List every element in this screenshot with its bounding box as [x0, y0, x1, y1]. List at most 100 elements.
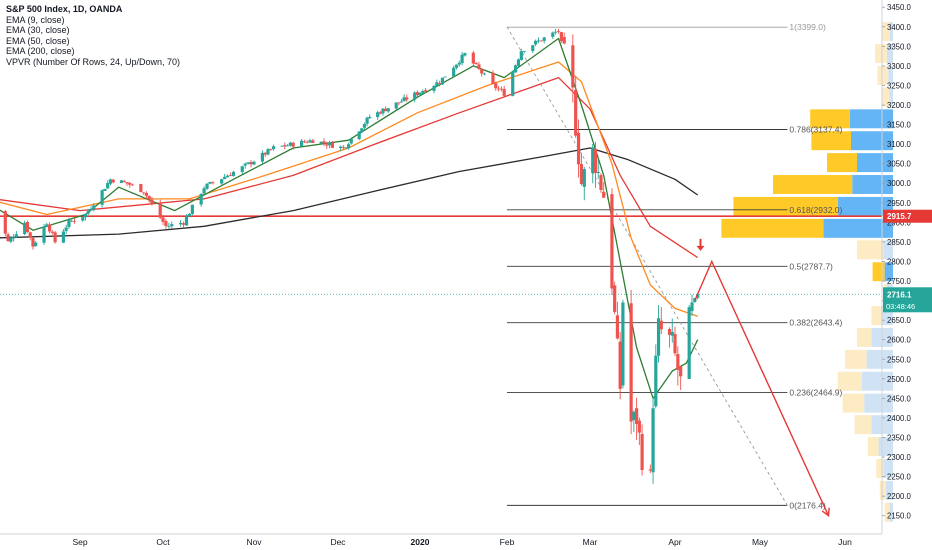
candle-body: [656, 318, 661, 356]
price-axis-tick-label: 2950.0: [887, 199, 912, 208]
price-axis-tick-label: 2400.0: [887, 414, 912, 423]
volume-profile-down-bar: [879, 480, 886, 500]
candle-body: [199, 193, 203, 205]
candle-body: [12, 237, 16, 239]
price-axis-tick-label: 2850.0: [887, 238, 912, 247]
indicator-ema200-label[interactable]: EMA (200, close): [6, 46, 75, 57]
candle-body: [70, 220, 74, 222]
candle-body: [494, 83, 498, 89]
indicator-ema9-label[interactable]: EMA (9, close): [6, 14, 65, 25]
candle-body: [266, 149, 270, 155]
candle-body: [522, 51, 526, 52]
volume-profile-down-bar: [810, 109, 850, 129]
time-axis-tick-label: May: [752, 537, 769, 547]
candle-body: [696, 294, 700, 298]
candle-body: [640, 433, 644, 471]
price-axis-tick-label: 2500.0: [887, 375, 912, 384]
projection-arrowhead: [821, 507, 830, 518]
volume-profile-up-bar: [823, 218, 893, 238]
candle-body: [6, 234, 10, 242]
candle-body: [415, 92, 419, 96]
price-axis-tick-label: 2300.0: [887, 453, 912, 462]
candle-body: [53, 232, 57, 243]
candle-body: [554, 31, 558, 33]
candle-body: [477, 64, 481, 69]
candle-body: [381, 108, 385, 114]
candle-body: [339, 146, 343, 149]
symbol-title[interactable]: S&P 500 Index, 1D, OANDA: [6, 4, 123, 14]
candle-body: [47, 224, 52, 232]
candle-body: [421, 91, 425, 94]
candle-body: [161, 217, 165, 222]
candle-body: [443, 76, 447, 78]
time-axis-tick-label: Nov: [246, 537, 262, 547]
price-axis-tick-label: 2650.0: [887, 316, 912, 325]
price-axis-tick-label: 3300.0: [887, 62, 912, 71]
candle-body: [25, 222, 30, 232]
volume-profile-up-bar: [864, 393, 893, 413]
candle-body: [360, 128, 364, 132]
volume-profile-down-bar: [877, 65, 889, 85]
fib-level-label: 0.5(2787.7): [789, 261, 833, 271]
candle-body: [679, 366, 683, 377]
candle-body: [3, 211, 7, 234]
dashed-trendline: [506, 26, 788, 506]
candle-body: [531, 45, 535, 52]
volume-profile-down-bar: [867, 437, 879, 457]
price-axis-tick-label: 2150.0: [887, 512, 912, 521]
volume-profile: [721, 22, 893, 522]
volume-profile-down-bar: [884, 502, 890, 522]
candle-body: [536, 40, 541, 42]
candle-body: [463, 53, 467, 56]
indicator-ema50-label[interactable]: EMA (50, close): [6, 35, 70, 46]
candle-body: [629, 303, 633, 422]
volume-profile-up-bar: [889, 87, 893, 107]
candle-body: [690, 302, 694, 312]
candle-body: [413, 92, 417, 100]
volume-profile-down-bar: [857, 240, 884, 260]
candle-body: [205, 183, 209, 189]
candle-body: [471, 52, 475, 64]
volume-profile-down-bar: [882, 87, 890, 107]
candle-body: [394, 102, 398, 109]
candle-body: [184, 216, 189, 226]
indicator-vpvr-label[interactable]: VPVR (Number Of Rows, 24, Up/Down, 70): [6, 56, 181, 67]
time-axis: Sep Oct Nov Dec 2020 Feb Mar Apr May Jun: [0, 533, 882, 547]
chart-legend: S&P 500 Index, 1D, OANDA EMA (9, close) …: [6, 4, 180, 68]
candle-body: [576, 132, 581, 165]
ema-lines: [0, 37, 699, 400]
candle-body: [582, 169, 586, 187]
fib-level-label: 1(3399.0): [789, 22, 826, 32]
candle-body: [673, 333, 677, 354]
candle-body: [542, 37, 546, 41]
volume-profile-up-bar: [885, 480, 893, 500]
price-axis-tick-label: 3450.0: [887, 3, 912, 12]
candle-body: [635, 408, 639, 425]
candle-body: [291, 142, 295, 147]
fib-level-label: 0(2176.4): [789, 500, 826, 510]
candle-body: [223, 176, 227, 179]
last-price-tag-bg: [883, 287, 932, 313]
candle-body: [599, 175, 603, 190]
candle-body: [319, 141, 323, 144]
indicator-ema30-label[interactable]: EMA (30, close): [6, 25, 70, 36]
price-axis-tick-label: 3200.0: [887, 101, 912, 110]
candle-body: [539, 40, 543, 42]
candle-body: [368, 116, 372, 119]
time-axis-tick-label: Mar: [583, 537, 598, 547]
candle-body: [571, 45, 575, 88]
time-axis-tick-label: Feb: [500, 537, 515, 547]
price-axis-tick-label: 3050.0: [887, 160, 912, 169]
candle-body: [243, 163, 247, 166]
candle-body: [405, 97, 409, 100]
candle-body: [122, 181, 126, 182]
candle-body: [457, 62, 461, 65]
candle-body: [286, 145, 290, 147]
candle-body: [346, 144, 351, 148]
volume-profile-down-bar: [882, 22, 890, 42]
candle-body: [341, 147, 345, 149]
volume-profile-down-bar: [837, 371, 862, 391]
candle-body: [147, 195, 151, 200]
ema-line: [0, 147, 699, 239]
